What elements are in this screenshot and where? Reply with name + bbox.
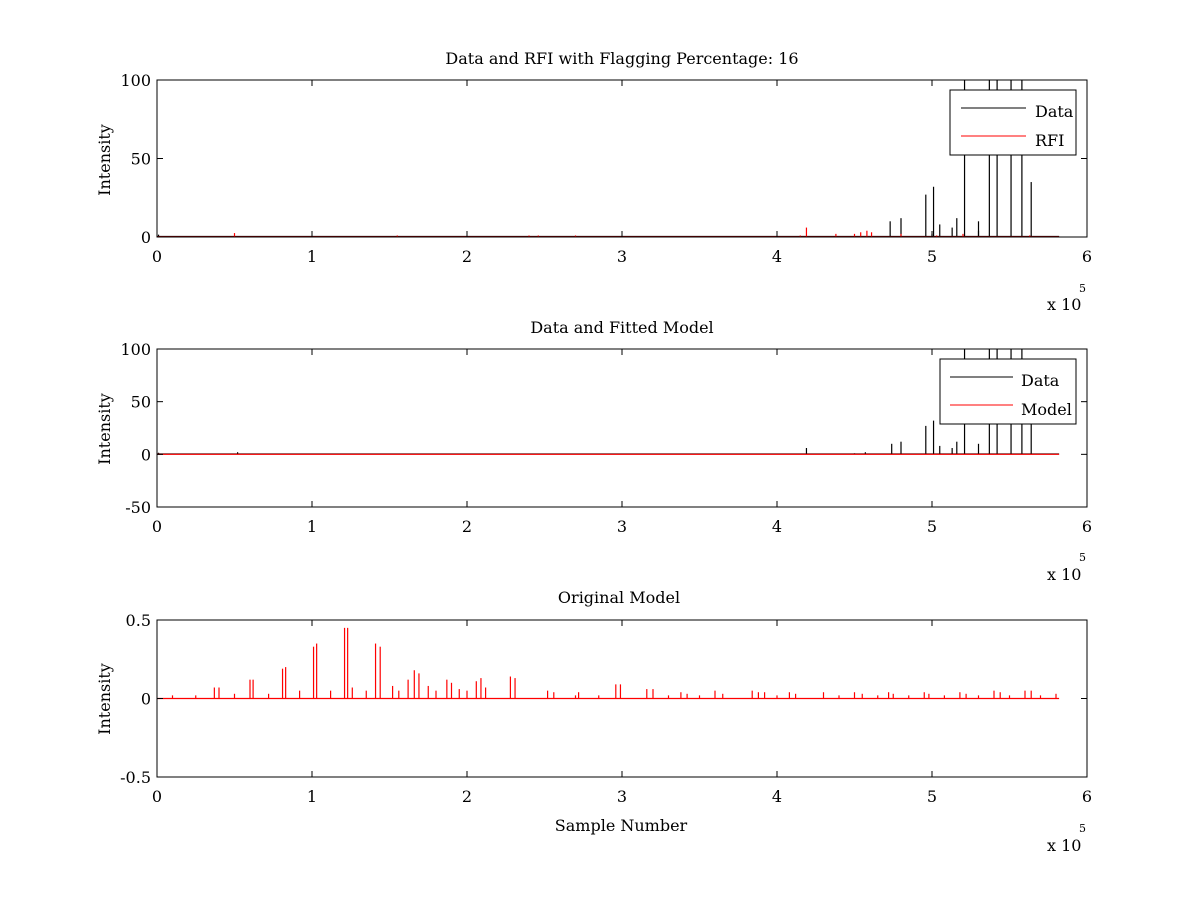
y-tick-label: 0 bbox=[141, 445, 151, 464]
chart-title: Data and RFI with Flagging Percentage: 1… bbox=[445, 49, 798, 68]
x-tick-label: 4 bbox=[772, 247, 782, 266]
legend-label-data: Data bbox=[1035, 102, 1074, 121]
legend: Data Model bbox=[939, 358, 1077, 425]
x-axis-exponent: x 10 5 bbox=[1047, 551, 1086, 584]
x-tick-label: 4 bbox=[772, 517, 782, 536]
x-tick-label: 1 bbox=[307, 517, 317, 536]
x-tick-label: 0 bbox=[152, 517, 162, 536]
x-tick-label: 5 bbox=[927, 787, 937, 806]
x-axis-exponent: x 10 5 bbox=[1047, 822, 1086, 855]
x-tick-label: 6 bbox=[1082, 517, 1092, 536]
series-model bbox=[157, 627, 1060, 700]
y-tick-label: 0 bbox=[141, 690, 151, 709]
chart-title: Data and Fitted Model bbox=[530, 318, 713, 337]
x-axis-exponent-power: 5 bbox=[1079, 551, 1086, 564]
x-axis-exponent-power: 5 bbox=[1079, 822, 1086, 835]
x-axis-exponent-base: x 10 bbox=[1047, 836, 1081, 855]
x-tick-label: 5 bbox=[927, 517, 937, 536]
x-tick-label: 3 bbox=[617, 517, 627, 536]
y-axis-label: Intensity bbox=[95, 393, 114, 465]
x-tick-label: 5 bbox=[927, 247, 937, 266]
x-tick-label: 1 bbox=[307, 787, 317, 806]
legend-label-rfi: RFI bbox=[1035, 131, 1064, 150]
plot-area: 0 1 2 3 4 5 6-0.500.5 bbox=[120, 611, 1092, 806]
x-tick-label: 4 bbox=[772, 787, 782, 806]
x-tick-label: 2 bbox=[462, 247, 472, 266]
x-tick-label: 2 bbox=[462, 517, 472, 536]
y-tick-label: -0.5 bbox=[120, 768, 151, 787]
legend-box bbox=[949, 89, 1077, 156]
x-tick-label: 0 bbox=[152, 787, 162, 806]
plot-area: 0 1 2 3 4 5 6 0 50 100 bbox=[120, 71, 1092, 266]
chart-panel-model: Data and Fitted Model Intensity 0 1 2 3 4 5 6 -… bbox=[95, 318, 1092, 584]
x-tick-label: 3 bbox=[617, 247, 627, 266]
y-tick-label: 50 bbox=[131, 150, 151, 169]
y-tick-label: 100 bbox=[120, 340, 151, 359]
y-axis-label: Intensity bbox=[95, 663, 114, 735]
legend: Data RFI bbox=[949, 89, 1077, 156]
x-axis-exponent-base: x 10 bbox=[1047, 565, 1081, 584]
y-tick-label: 50 bbox=[131, 393, 151, 412]
chart-title: Original Model bbox=[558, 588, 680, 607]
y-axis-label: Intensity bbox=[95, 124, 114, 196]
x-tick-label: 3 bbox=[617, 787, 627, 806]
y-tick-label: -50 bbox=[125, 498, 151, 517]
x-axis-exponent-base: x 10 bbox=[1047, 295, 1081, 314]
y-tick-label: 100 bbox=[120, 71, 151, 90]
x-tick-label: 1 bbox=[307, 247, 317, 266]
y-tick-label: 0 bbox=[141, 228, 151, 247]
y-tick-label: 0.5 bbox=[126, 611, 151, 630]
legend-label-model: Model bbox=[1021, 400, 1072, 419]
x-axis-exponent: x 10 5 bbox=[1047, 282, 1086, 314]
x-tick-label: 2 bbox=[462, 787, 472, 806]
x-tick-label: 6 bbox=[1082, 247, 1092, 266]
x-axis-label: Sample Number bbox=[555, 816, 688, 835]
x-axis-exponent-power: 5 bbox=[1079, 282, 1086, 295]
x-tick-label: 6 bbox=[1082, 787, 1092, 806]
chart-panel-original: Original Model Intensity Sample Number 0… bbox=[95, 588, 1092, 855]
x-tick-label: 0 bbox=[152, 247, 162, 266]
chart-panel-rfi: Data and RFI with Flagging Percentage: 1… bbox=[95, 49, 1092, 314]
legend-box bbox=[939, 358, 1077, 425]
legend-label-data: Data bbox=[1021, 371, 1060, 390]
